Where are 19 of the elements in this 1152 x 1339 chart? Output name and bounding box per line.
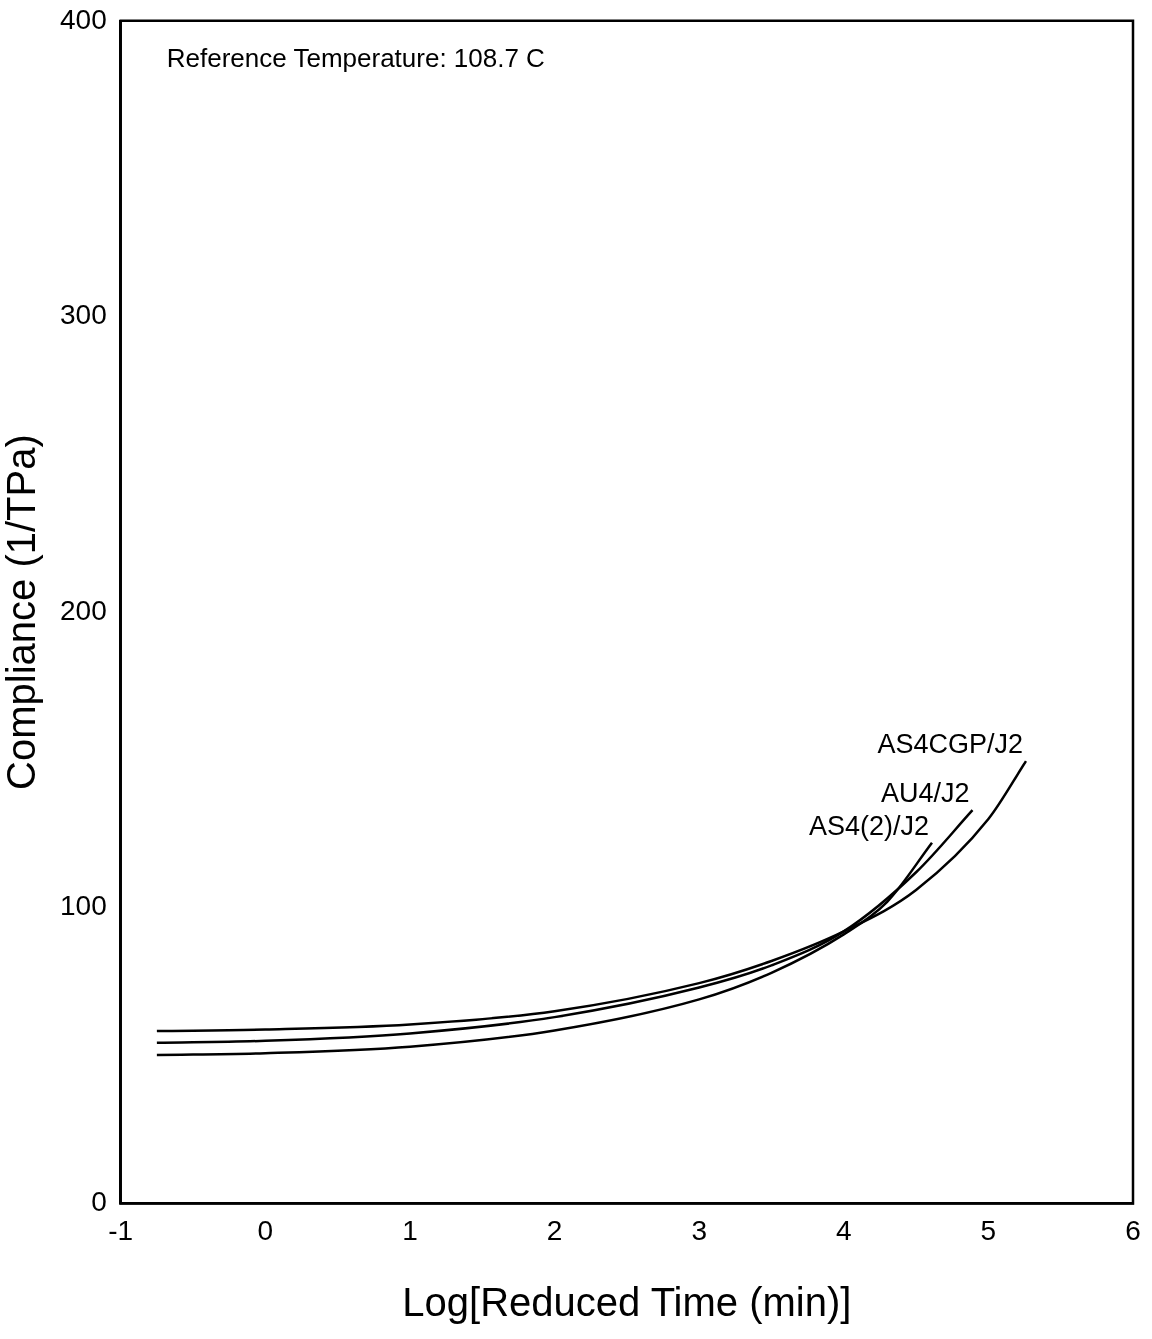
y-tick-label: 400: [60, 3, 107, 35]
annotation: Reference Temperature: 108.7 C: [166, 42, 545, 73]
x-tick-label: 2: [546, 1214, 563, 1246]
series-label: AU4/J2: [880, 778, 970, 809]
x-tick-label: 5: [980, 1214, 997, 1246]
y-tick-label: 200: [60, 594, 107, 626]
x-tick-label: -1: [108, 1214, 134, 1246]
x-tick-label: 3: [691, 1214, 707, 1246]
x-tick-label: 0: [257, 1214, 274, 1246]
y-tick-label: 300: [60, 299, 107, 331]
x-axis-title: Log[Reduced Time (min)]: [402, 1280, 852, 1325]
y-tick-label: 0: [91, 1186, 107, 1218]
x-tick-label: 4: [835, 1214, 852, 1246]
x-tick-label: 1: [402, 1214, 418, 1246]
series-label: AS4CGP/J2: [877, 729, 1023, 760]
x-tick-label: 6: [1125, 1214, 1141, 1246]
y-axis-title: Compliance (1/TPa): [0, 434, 44, 790]
y-tick-label: 100: [60, 890, 107, 922]
series-label: AS4(2)/J2: [808, 810, 929, 841]
